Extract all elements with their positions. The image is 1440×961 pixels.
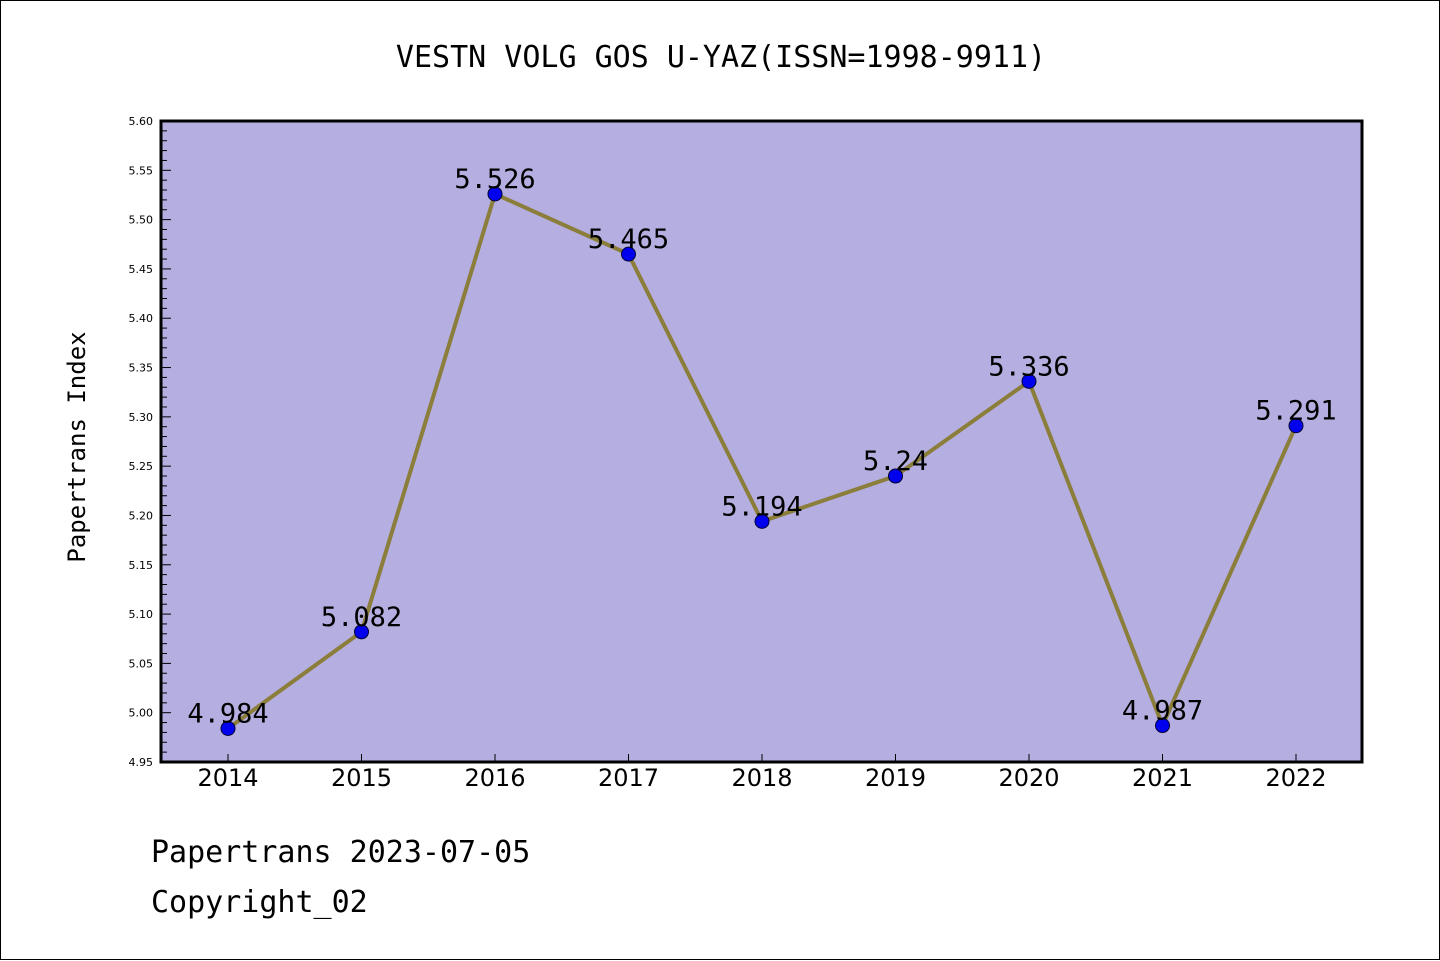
data-point-marker	[888, 468, 903, 484]
chart-title: VESTN VOLG GOS U-YAZ(ISSN=1998-9911)	[396, 40, 1046, 75]
data-point-marker	[1288, 418, 1304, 434]
y-tick-label: 5.60	[129, 115, 154, 128]
data-point-marker	[354, 624, 369, 640]
x-tick-label: 2018	[731, 764, 792, 792]
data-point-marker	[1021, 373, 1037, 389]
footer-copyright: Copyright_02	[151, 885, 368, 920]
y-axis-ticks: 4.95 5.00 5.05 5.10 5.15 5.20 5.25 5.30 5.35 5.40…	[129, 115, 171, 769]
data-label: 5.526	[454, 164, 535, 195]
x-tick-label: 2022	[1265, 764, 1326, 792]
y-tick-label: 5.10	[129, 608, 154, 621]
data-label: 5.336	[988, 351, 1069, 382]
y-axis-label: Papertrans Index	[63, 331, 91, 562]
data-label: 5.291	[1255, 396, 1336, 427]
data-label: 4.984	[187, 698, 268, 729]
x-tick-label: 2014	[197, 764, 258, 792]
y-tick-label: 5.15	[129, 559, 154, 572]
data-point-marker	[754, 513, 770, 529]
data-point-marker	[621, 246, 636, 262]
data-point-marker	[220, 720, 236, 736]
y-tick-label: 5.20	[129, 509, 154, 522]
x-tick-label: 2019	[865, 764, 926, 792]
x-tick-label: 2017	[598, 764, 659, 792]
y-tick-label: 4.95	[129, 756, 154, 769]
data-label: 5.082	[321, 602, 402, 633]
y-tick-label: 5.35	[129, 362, 154, 375]
y-tick-label: 5.30	[129, 411, 154, 424]
series-layer: 4.984 5.082 5.526 5.465 5.194 5.24 5.336 4.987 5…	[187, 164, 1337, 736]
y-tick-label: 5.05	[129, 657, 154, 670]
y-tick-label: 5.25	[129, 460, 154, 473]
data-label: 4.987	[1122, 696, 1203, 727]
data-label: 5.194	[721, 491, 802, 522]
x-tick-label: 2016	[464, 764, 525, 792]
x-axis-ticks: 2014 2015 2016 2017 2018 2019 2020 2021 2022	[197, 754, 1327, 792]
x-tick-label: 2015	[331, 764, 392, 792]
y-tick-label: 5.45	[129, 263, 154, 276]
x-tick-label: 2020	[998, 764, 1059, 792]
y-tick-label: 5.40	[129, 312, 154, 325]
y-tick-label: 5.55	[129, 164, 154, 177]
x-tick-label: 2021	[1132, 764, 1193, 792]
data-label: 5.24	[863, 446, 928, 477]
footer-date: Papertrans 2023-07-05	[151, 835, 531, 870]
y-tick-label: 5.50	[129, 214, 154, 227]
data-point-marker	[1155, 718, 1170, 734]
data-point-marker	[487, 186, 503, 202]
plot-area	[159, 119, 1364, 764]
data-label: 5.465	[588, 224, 669, 255]
y-tick-label: 5.00	[129, 707, 154, 720]
